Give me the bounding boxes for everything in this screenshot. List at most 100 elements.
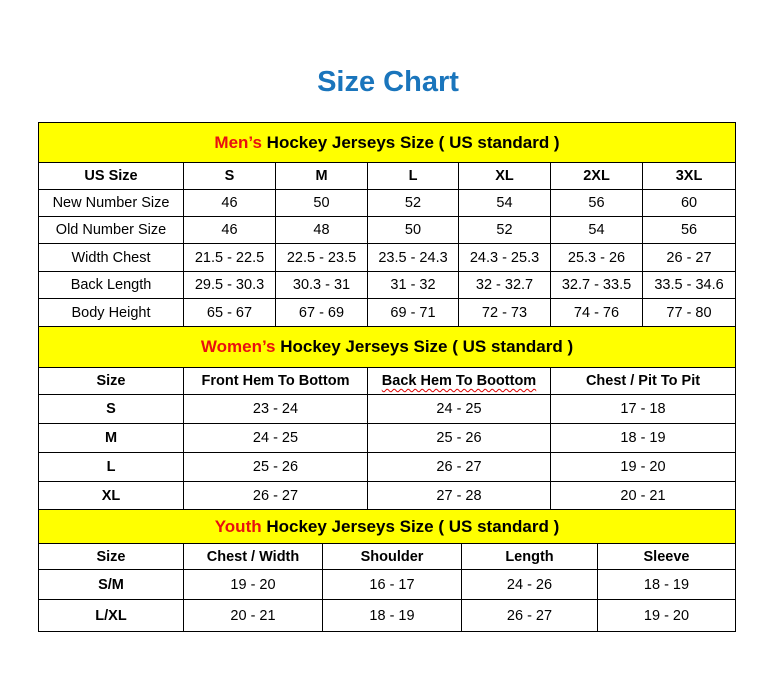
row-label: Back Length — [38, 271, 184, 299]
table-cell: 56 — [550, 189, 643, 217]
table-cell: 20 - 21 — [549, 481, 737, 510]
column-header-text: Size — [96, 373, 126, 389]
table-row: New Number Size 46 50 52 54 56 60 — [38, 189, 737, 217]
column-header-text: Chest / Width — [206, 548, 300, 565]
table-row: S 23 - 24 24 - 25 17 - 18 — [38, 394, 737, 424]
mens-size-table: Men’s Hockey Jerseys Size ( US standard … — [37, 122, 737, 327]
table-cell: 56 — [641, 216, 737, 244]
table-cell: 29.5 - 30.3 — [183, 271, 276, 299]
table-cell: 18 - 19 — [549, 423, 737, 453]
table-cell: 31 - 32 — [367, 271, 459, 299]
table-cell: 18 - 19 — [597, 569, 736, 600]
column-header-text: 2XL — [583, 168, 610, 184]
youth-heading: Youth Hockey Jerseys Size ( US standard … — [38, 509, 736, 544]
column-header: Front Hem To Bottom — [183, 367, 368, 395]
table-cell: 33.5 - 34.6 — [641, 271, 737, 299]
row-label: L — [38, 452, 184, 482]
column-header: M — [275, 162, 368, 190]
column-header-text: Size — [96, 548, 126, 565]
table-cell: 72 - 73 — [458, 298, 551, 327]
column-header-text: Chest / Pit To Pit — [585, 373, 701, 389]
table-cell: 30.3 - 31 — [275, 271, 368, 299]
table-row: Width Chest 21.5 - 22.5 22.5 - 23.5 23.5 - … — [38, 243, 737, 272]
column-header-text: Length — [505, 548, 554, 565]
table-row: S/M 19 - 20 16 - 17 24 - 26 18 - 19 — [38, 569, 736, 600]
page-title: Size Chart — [317, 66, 459, 98]
table-cell: 16 - 17 — [322, 569, 462, 600]
heading-text: Hockey Jerseys Size ( US standard ) — [275, 337, 574, 356]
column-header: Shoulder — [322, 543, 462, 570]
heading-accent: Women’s — [200, 337, 276, 356]
row-label: Body Height — [38, 298, 184, 327]
table-cell: 74 - 76 — [550, 298, 643, 327]
table-cell: 46 — [183, 189, 276, 217]
table-cell: 25 - 26 — [183, 452, 368, 482]
table-cell: 50 — [275, 189, 368, 217]
table-row: L/XL 20 - 21 18 - 19 26 - 27 19 - 20 — [38, 599, 736, 632]
table-cell: 52 — [458, 216, 551, 244]
column-header: Chest / Pit To Pit — [549, 367, 737, 395]
table-cell: 27 - 28 — [367, 481, 551, 510]
row-label: Old Number Size — [38, 216, 184, 244]
table-cell: 52 — [367, 189, 459, 217]
column-header: Back Hem To Boottom — [367, 367, 551, 395]
table-cell: 69 - 71 — [367, 298, 459, 327]
table-cell: 24 - 25 — [183, 423, 368, 453]
column-header: 2XL — [550, 162, 643, 190]
womens-heading-row: Women’s Hockey Jerseys Size ( US standar… — [37, 326, 737, 368]
row-label: S — [38, 394, 184, 424]
row-label: L/XL — [38, 599, 184, 632]
row-label: S/M — [38, 569, 184, 600]
column-header-row: Size Front Hem To Bottom Back Hem To Boott… — [38, 367, 737, 395]
table-cell: 46 — [183, 216, 276, 244]
mens-heading-row: Men’s Hockey Jerseys Size ( US standard … — [37, 122, 737, 163]
table-cell: 23.5 - 24.3 — [367, 243, 459, 272]
column-header-text: Sleeve — [643, 548, 690, 565]
table-cell: 67 - 69 — [275, 298, 368, 327]
heading-accent: Men’s — [214, 132, 262, 152]
table-cell: 21.5 - 22.5 — [183, 243, 276, 272]
womens-heading: Women’s Hockey Jerseys Size ( US standar… — [37, 326, 737, 368]
table-cell: 17 - 18 — [549, 394, 737, 424]
column-header: US Size — [38, 162, 184, 190]
table-cell: 23 - 24 — [183, 394, 368, 424]
table-cell: 20 - 21 — [183, 599, 323, 632]
table-cell: 25.3 - 26 — [550, 243, 643, 272]
table-cell: 19 - 20 — [597, 599, 736, 632]
column-header: S — [183, 162, 276, 190]
table-cell: 50 — [367, 216, 459, 244]
table-cell: 24 - 25 — [367, 394, 551, 424]
table-cell: 18 - 19 — [322, 599, 462, 632]
womens-size-table: Women’s Hockey Jerseys Size ( US standar… — [37, 326, 737, 510]
table-row: Body Height 65 - 67 67 - 69 69 - 71 72 - 73 7… — [38, 298, 737, 327]
table-row: L 25 - 26 26 - 27 19 - 20 — [38, 452, 737, 482]
table-cell: 22.5 - 23.5 — [275, 243, 368, 272]
table-cell: 25 - 26 — [367, 423, 551, 453]
column-header: XL — [458, 162, 551, 190]
table-row: Back Length 29.5 - 30.3 30.3 - 31 31 - 32 32… — [38, 271, 737, 299]
table-cell: 48 — [275, 216, 368, 244]
column-header-text: L — [408, 168, 418, 184]
table-cell: 24.3 - 25.3 — [458, 243, 551, 272]
row-label: Width Chest — [38, 243, 184, 272]
column-header-text: US Size — [84, 168, 138, 184]
column-header-text: Front Hem To Bottom — [201, 373, 350, 389]
table-row: Old Number Size 46 48 50 52 54 56 — [38, 216, 737, 244]
table-cell: 65 - 67 — [183, 298, 276, 327]
table-cell: 19 - 20 — [183, 569, 323, 600]
table-cell: 60 — [641, 189, 737, 217]
column-header: Size — [38, 543, 184, 570]
column-header: Sleeve — [597, 543, 736, 570]
column-header-text: 3XL — [675, 168, 703, 184]
column-header-text: M — [315, 168, 328, 184]
youth-heading-row: Youth Hockey Jerseys Size ( US standard … — [38, 509, 736, 544]
table-cell: 77 - 80 — [641, 298, 737, 327]
column-header-text: Back Hem To Boottom — [381, 373, 537, 389]
table-row: M 24 - 25 25 - 26 18 - 19 — [38, 423, 737, 453]
heading-text: Hockey Jerseys Size ( US standard ) — [261, 132, 560, 152]
column-header: Chest / Width — [183, 543, 323, 570]
table-cell: 54 — [550, 216, 643, 244]
column-header: Size — [38, 367, 184, 395]
table-cell: 32 - 32.7 — [458, 271, 551, 299]
youth-size-table: Youth Hockey Jerseys Size ( US standard … — [38, 509, 736, 632]
